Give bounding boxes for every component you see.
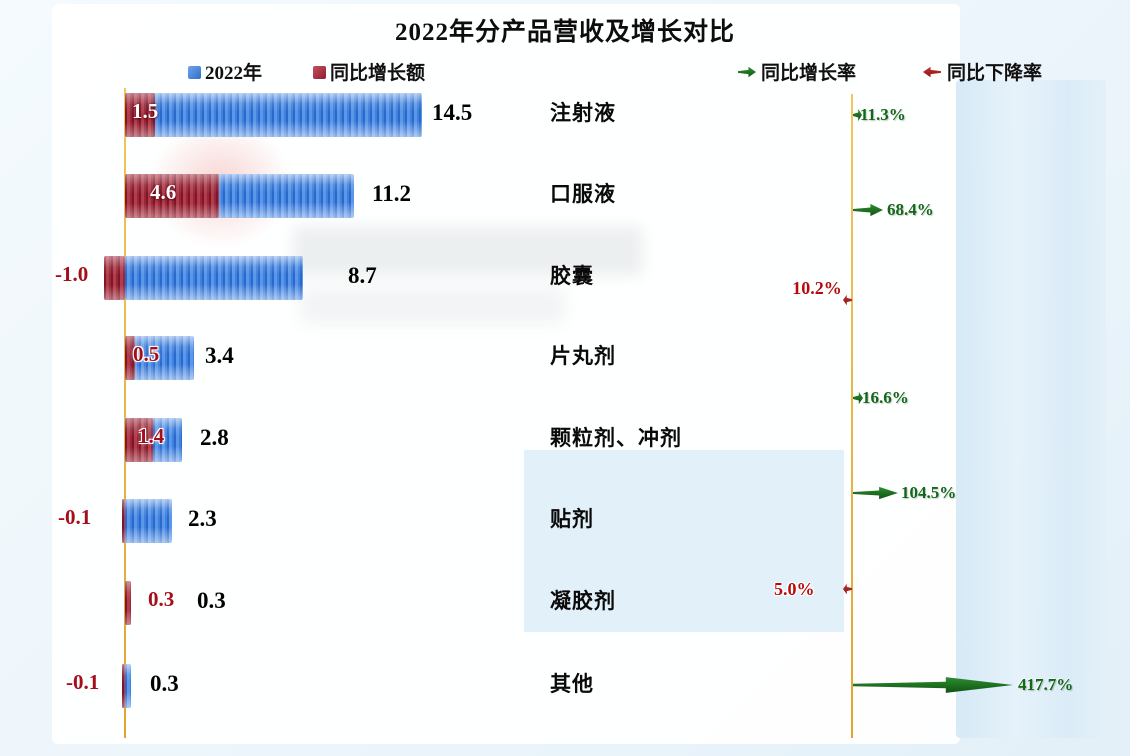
revenue-bar xyxy=(124,336,195,380)
value-label: 2.8 xyxy=(200,425,229,450)
value-label: 8.7 xyxy=(348,263,377,288)
rate-label: 10.2% xyxy=(792,278,842,298)
rate-label: 5.0% xyxy=(774,579,815,599)
decline-arrow-icon xyxy=(843,583,852,595)
category-label: 颗粒剂、冲剂 xyxy=(550,426,682,450)
revenue-bar xyxy=(124,499,172,543)
category-label: 注射液 xyxy=(550,101,616,125)
delta-bar xyxy=(124,174,219,218)
category-label: 贴剂 xyxy=(550,507,594,531)
category-label: 片丸剂 xyxy=(550,344,616,368)
rate-label: 16.6% xyxy=(862,388,909,407)
delta-label: 0.3 xyxy=(148,587,175,611)
background-watermark-blurred-text xyxy=(300,288,565,324)
legend-label-delta: 同比增长额 xyxy=(330,63,426,84)
delta-bar xyxy=(124,93,156,137)
revenue-bar xyxy=(124,93,422,137)
value-label: 3.4 xyxy=(205,343,234,368)
legend-swatch-2022-icon xyxy=(188,66,201,79)
value-label: 0.3 xyxy=(197,588,226,613)
background-watermark-blurred-text xyxy=(293,226,643,276)
value-label: 14.5 xyxy=(432,100,473,125)
delta-bar xyxy=(124,336,135,380)
delta-label: 4.6 xyxy=(150,180,177,204)
delta-label: -0.1 xyxy=(58,505,92,529)
background-watermark-mid-rect xyxy=(524,450,844,632)
growth-arrow-icon xyxy=(738,66,756,78)
rate-baseline-axis xyxy=(851,94,853,738)
category-label: 胶囊 xyxy=(550,264,594,288)
revenue-bar xyxy=(124,664,131,708)
delta-bar xyxy=(104,256,125,300)
category-label: 口服液 xyxy=(550,182,616,206)
delta-bar xyxy=(121,499,125,543)
background-watermark-right-column xyxy=(956,80,1106,738)
decline-arrow-icon xyxy=(843,294,852,306)
delta-label: -1.0 xyxy=(55,262,89,286)
delta-bar xyxy=(124,581,131,625)
value-label: 2.3 xyxy=(188,506,217,531)
revenue-bar xyxy=(124,256,303,300)
legend-label-2022: 2022年 xyxy=(205,63,263,84)
legend-label-rate-up: 同比增长率 xyxy=(761,63,857,84)
delta-label: -0.1 xyxy=(66,670,100,694)
left-baseline-axis xyxy=(124,88,126,738)
category-label: 其他 xyxy=(550,672,594,696)
delta-bar xyxy=(124,418,154,462)
delta-label: 1.4 xyxy=(138,424,165,448)
growth-arrow-icon xyxy=(853,108,862,122)
rate-label: 417.7% xyxy=(1018,675,1074,694)
rate-label: 11.3% xyxy=(860,105,906,124)
decline-arrow-icon xyxy=(923,66,941,78)
rate-label: 104.5% xyxy=(901,483,957,502)
legend-label-rate-down: 同比下降率 xyxy=(947,63,1043,84)
rate-label: 68.4% xyxy=(887,200,934,219)
growth-arrow-icon xyxy=(853,391,863,405)
delta-label: 0.5 xyxy=(133,342,160,366)
delta-label: 1.5 xyxy=(132,99,159,123)
value-label: 11.2 xyxy=(372,181,411,206)
category-label: 凝胶剂 xyxy=(550,589,616,613)
value-label: 0.3 xyxy=(150,671,179,696)
delta-bar xyxy=(121,664,125,708)
chart-title: 2022年分产品营收及增长对比 xyxy=(394,19,735,46)
legend-swatch-delta-icon xyxy=(313,66,326,79)
